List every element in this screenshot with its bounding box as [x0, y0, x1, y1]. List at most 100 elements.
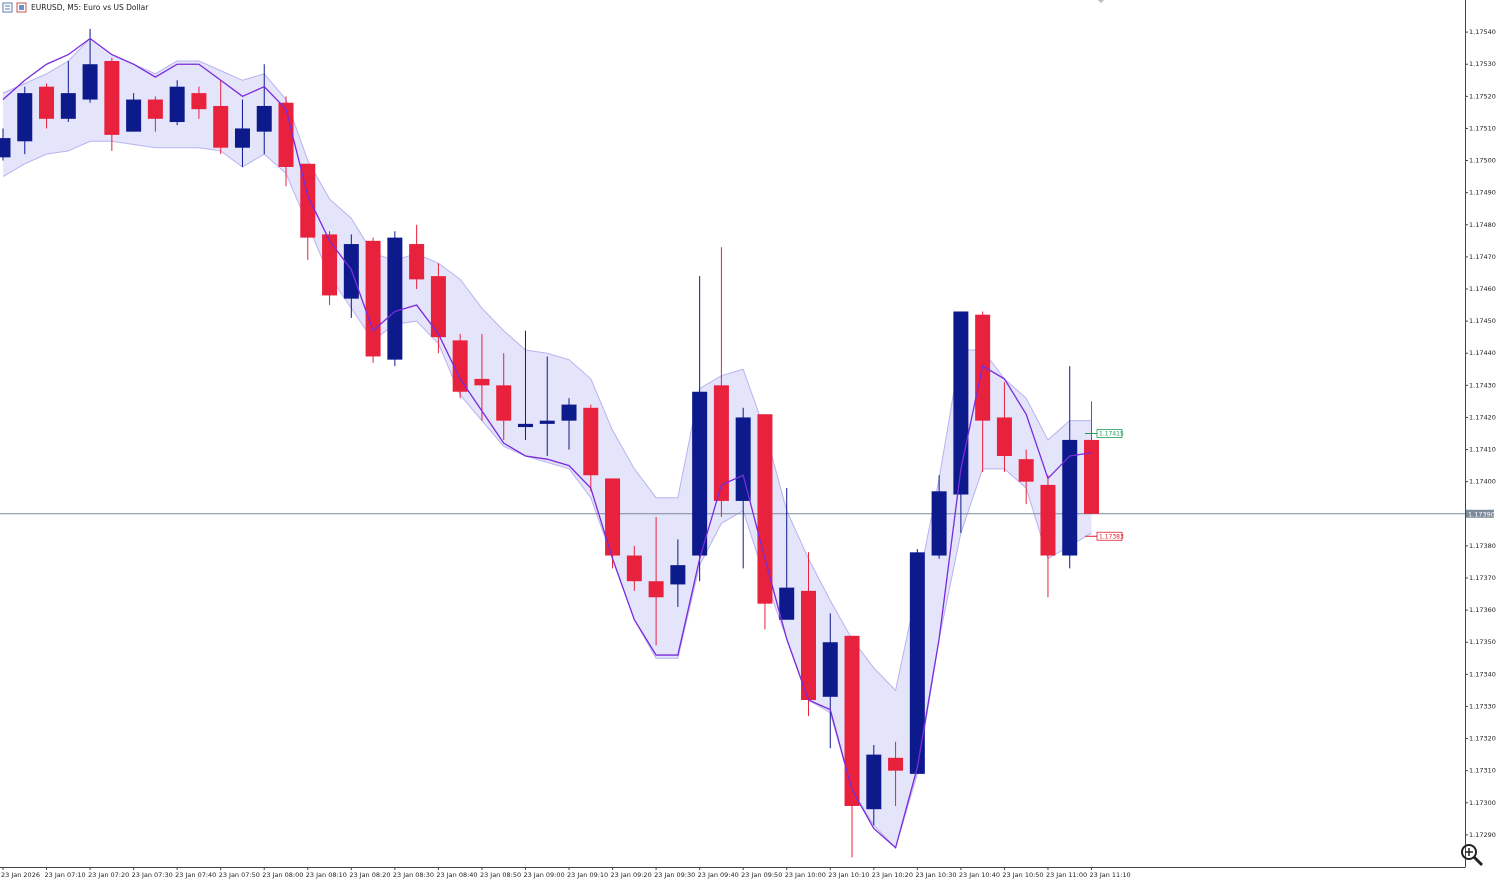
- candle-body: [147, 99, 163, 119]
- candle-body: [0, 138, 11, 158]
- window-icon-inner: [19, 5, 24, 10]
- candle-body: [822, 642, 838, 697]
- chart-title: EURUSD, M5: Euro vs US Dollar: [31, 3, 149, 12]
- candle-body: [1084, 439, 1099, 514]
- candle-body: [713, 385, 729, 501]
- candle-body: [126, 99, 142, 132]
- candle-body: [496, 385, 512, 421]
- x-tick-label: 23 Jan 07:20: [88, 871, 129, 879]
- y-tick-label: 1.17300: [1469, 799, 1496, 807]
- price-mark-box: [1096, 429, 1123, 438]
- shift-marker[interactable]: [1098, 0, 1104, 3]
- candle-body: [409, 244, 425, 280]
- zoom-handle: [1472, 855, 1484, 867]
- candle-body: [1040, 484, 1056, 556]
- y-tick-label: 1.17440: [1469, 349, 1496, 357]
- candle-body: [322, 234, 338, 296]
- candle-body: [648, 581, 664, 598]
- candle-body: [605, 478, 621, 556]
- y-tick-label: 1.17540: [1469, 28, 1496, 36]
- x-tick-label: 23 Jan 10:50: [1002, 871, 1043, 879]
- y-tick-label: 1.17450: [1469, 317, 1496, 325]
- candle-body: [191, 93, 207, 110]
- y-tick-label: 1.17310: [1469, 767, 1496, 775]
- x-tick-label: 23 Jan 08:20: [349, 871, 390, 879]
- candle-body: [561, 404, 577, 421]
- candle-body: [82, 64, 98, 100]
- candle-body: [387, 237, 403, 360]
- y-tick-label: 1.17360: [1469, 606, 1496, 614]
- candle-body: [452, 340, 468, 392]
- candle-body: [213, 105, 229, 148]
- candle-body: [517, 423, 533, 428]
- x-tick-label: 23 Jan 10:10: [828, 871, 869, 879]
- candle-body: [17, 93, 33, 142]
- candle-body: [931, 491, 947, 556]
- candle-body: [60, 93, 76, 119]
- x-tick-label: 23 Jan 10:40: [959, 871, 1000, 879]
- candle-body: [278, 102, 294, 167]
- x-tick-label: 23 Jan 08:50: [480, 871, 521, 879]
- candle-body: [866, 754, 882, 810]
- y-tick-label: 1.17480: [1469, 221, 1496, 229]
- candle-body: [169, 86, 185, 123]
- y-tick-label: 1.17330: [1469, 702, 1496, 710]
- candle-body: [779, 587, 795, 620]
- current-price-tag: [1466, 509, 1494, 518]
- y-tick-label: 1.17350: [1469, 638, 1496, 646]
- candle-body: [365, 240, 381, 357]
- candle-body: [626, 555, 642, 582]
- candle-body: [996, 417, 1012, 456]
- x-tick-label: 23 Jan 09:00: [523, 871, 564, 879]
- x-tick-label: 23 Jan 08:40: [436, 871, 477, 879]
- candle-body: [735, 417, 751, 501]
- x-tick-label: 23 Jan 07:50: [219, 871, 260, 879]
- zoom-lens: [1461, 844, 1477, 860]
- plot-layer: 1.17415 1.17383: [0, 28, 1465, 858]
- x-tick-label: 23 Jan 09:20: [611, 871, 652, 879]
- candle-body: [1062, 439, 1078, 556]
- x-tick-label: 23 Jan 07:30: [132, 871, 173, 879]
- band-lower: [2, 140, 1092, 849]
- x-tick-label: 23 Jan 08:00: [262, 871, 303, 879]
- candle-body: [757, 414, 773, 604]
- candle-body: [539, 420, 555, 424]
- y-tick-label: 1.17520: [1469, 92, 1496, 100]
- y-tick-label: 1.17500: [1469, 157, 1496, 165]
- y-tick-label: 1.17530: [1469, 60, 1496, 68]
- price-mark-box: [1096, 531, 1123, 541]
- y-tick-label: 1.17420: [1469, 413, 1496, 421]
- candle-body: [909, 552, 925, 774]
- x-tick-label: 23 Jan 08:10: [306, 871, 347, 879]
- candle-body: [430, 276, 446, 338]
- candle-body: [474, 378, 490, 386]
- x-tick-label: 23 Jan 2026: [1, 871, 40, 879]
- y-tick-label: 1.17410: [1469, 446, 1496, 454]
- candle-body: [800, 590, 816, 701]
- x-tick-label: 23 Jan 10:30: [915, 871, 956, 879]
- zoom-icon[interactable]: [1461, 844, 1484, 867]
- candle-body: [583, 407, 599, 476]
- x-tick-label: 23 Jan 09:30: [654, 871, 695, 879]
- current-price-label: 1.17390: [1468, 510, 1495, 518]
- x-tick-label: 23 Jan 10:20: [872, 871, 913, 879]
- x-tick-label: 23 Jan 09:10: [567, 871, 608, 879]
- price-mark-label: 1.17383: [1099, 533, 1124, 540]
- y-tick-label: 1.17340: [1469, 670, 1496, 678]
- x-tick-label: 23 Jan 09:50: [741, 871, 782, 879]
- x-tick-label: 23 Jan 09:40: [698, 871, 739, 879]
- candle-body: [256, 105, 272, 132]
- y-tick-label: 1.17380: [1469, 542, 1496, 550]
- x-tick-label: 23 Jan 10:00: [785, 871, 826, 879]
- y-tick-label: 1.17490: [1469, 189, 1496, 197]
- candle-body: [39, 86, 55, 119]
- chart-icon[interactable]: [2, 2, 13, 13]
- candle-body: [234, 128, 250, 148]
- y-tick-label: 1.17400: [1469, 478, 1496, 486]
- candle-body: [104, 61, 120, 135]
- indicator-line: [2, 37, 1092, 849]
- x-tick-label: 23 Jan 11:10: [1090, 871, 1131, 879]
- y-tick-label: 1.17510: [1469, 124, 1496, 132]
- price-mark-label: 1.17415: [1099, 431, 1124, 438]
